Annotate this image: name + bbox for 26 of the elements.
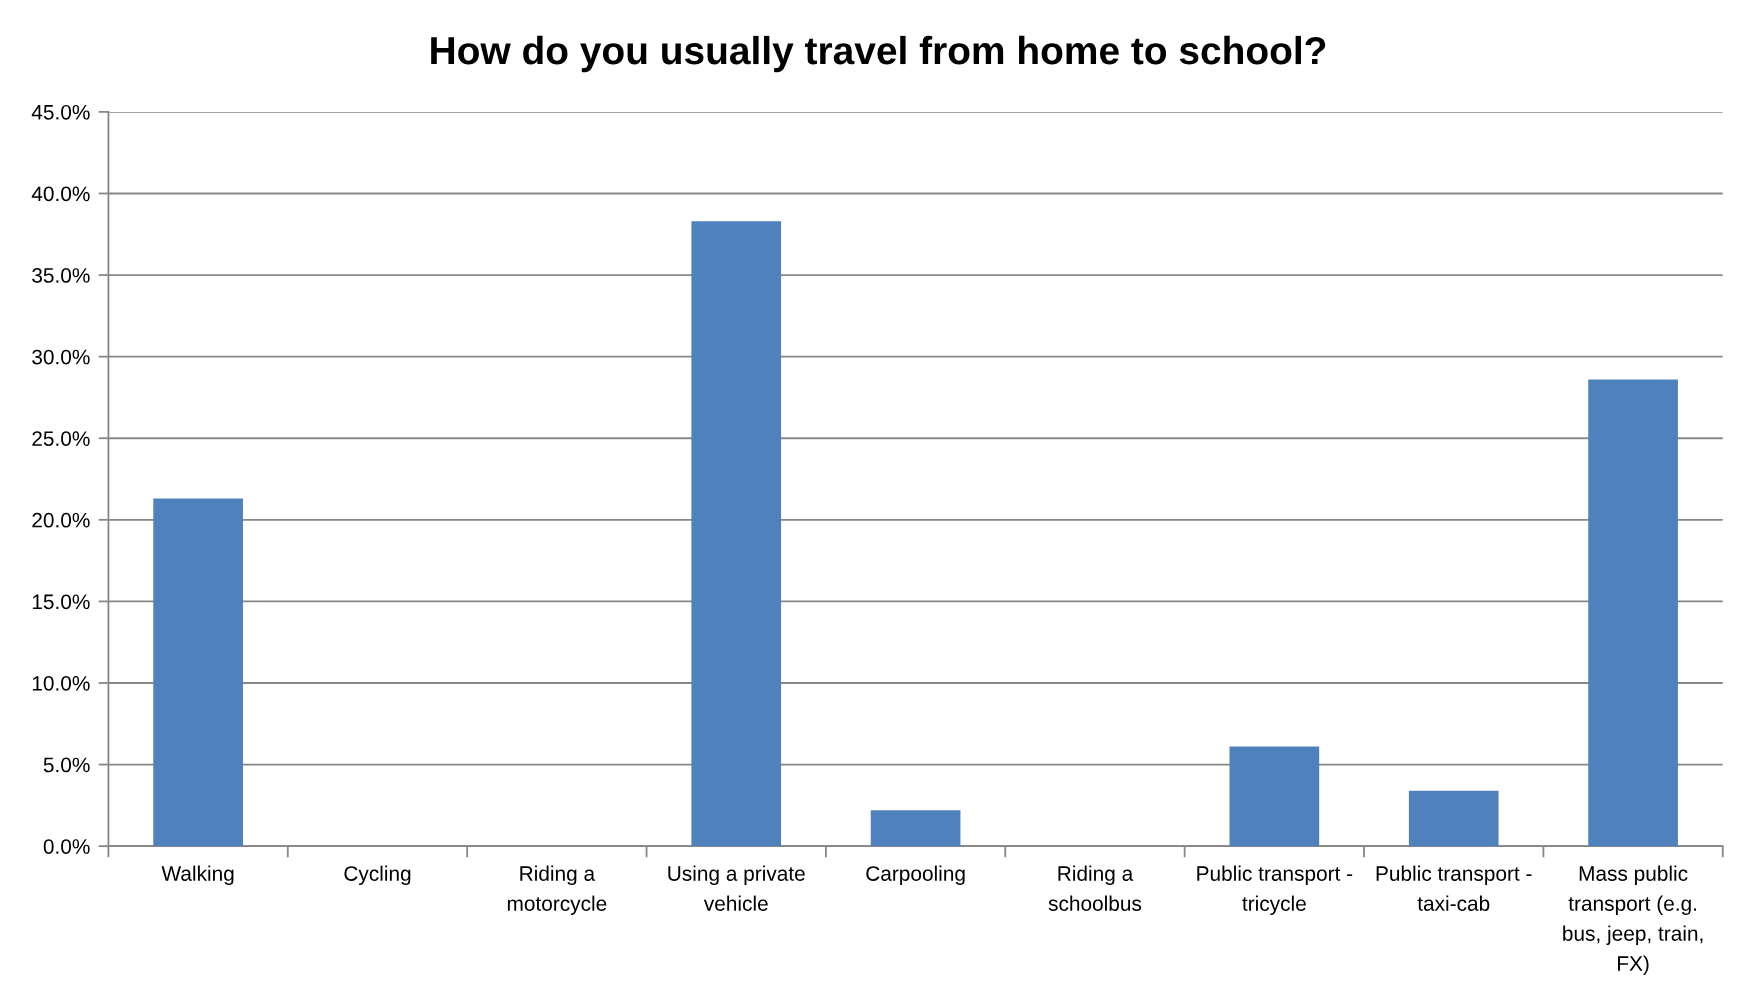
y-tick-label: 25.0% bbox=[32, 431, 90, 446]
bar bbox=[1408, 790, 1499, 847]
x-tick-label: Using a private vehicle bbox=[668, 865, 805, 911]
x-tick-label: Riding a schoolbus bbox=[1048, 865, 1142, 911]
bar bbox=[870, 810, 961, 847]
y-tick-label: 0.0% bbox=[43, 839, 90, 854]
y-tick-label: 35.0% bbox=[32, 268, 90, 283]
chart-title: How do you usually travel from home to school? bbox=[431, 35, 1326, 73]
y-tick-label: 15.0% bbox=[32, 594, 90, 610]
x-tick-label: Public transport - taxi-cab bbox=[1376, 865, 1532, 911]
x-tick-label: Cycling bbox=[344, 865, 411, 886]
y-tick-label: 30.0% bbox=[32, 349, 90, 365]
y-tick-label: 40.0% bbox=[31, 186, 90, 202]
bar bbox=[691, 221, 782, 847]
bar bbox=[1588, 379, 1678, 847]
bar bbox=[153, 498, 243, 847]
y-tick-label: 10.0% bbox=[32, 675, 90, 691]
bar bbox=[1229, 746, 1320, 847]
x-tick-label: Walking bbox=[161, 865, 234, 886]
y-tick-label: 45.0% bbox=[31, 104, 90, 120]
y-tick-label: 20.0% bbox=[32, 512, 90, 528]
x-tick-label: Mass public transport (e.g. bus, jeep, train, FX) bbox=[1563, 865, 1703, 975]
x-tick-label: Public transport - tricycle bbox=[1197, 865, 1353, 916]
x-tick-label: Riding a motorcycle bbox=[507, 865, 607, 916]
y-tick-label: 5.0% bbox=[43, 757, 90, 773]
x-tick-label: Carpooling bbox=[866, 865, 965, 886]
